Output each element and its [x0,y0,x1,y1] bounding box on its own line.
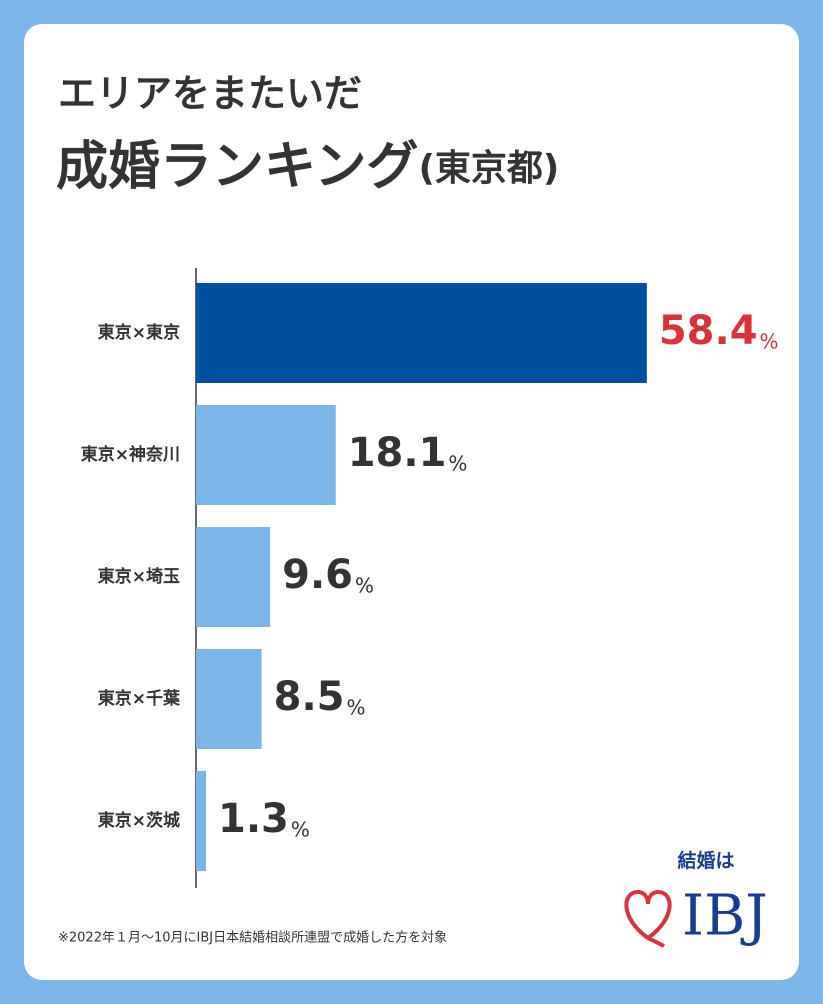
bar [196,771,207,871]
subtitle-main: 成婚ランキング [56,137,418,197]
chart-title: エリアをまたいだ [58,72,362,116]
value-unit: % [355,574,374,598]
bar [196,283,647,383]
logo-heart [624,889,672,948]
subtitle-suffix: (東京都) [418,147,559,189]
value-label: 8.5 [274,674,345,720]
bar [196,405,336,505]
category-label: 東京×東京 [98,322,180,343]
category-label: 東京×神奈川 [81,444,180,465]
category-label: 東京×埼玉 [98,566,180,587]
footnote: ※2022年１月〜10月にIBJ日本結婚相談所連盟で成婚した方を対象 [58,930,447,946]
chart-subtitle: 成婚ランキング(東京都) [56,137,559,197]
category-label: 東京×茨城 [98,810,180,831]
value-unit: % [346,696,365,720]
logo-tagline: 結婚は [677,849,734,872]
value-label: 1.3 [218,796,289,842]
value-label: 9.6 [282,552,353,598]
value-unit: % [291,818,310,842]
logo-name: IBJ [682,884,768,949]
bar [196,527,271,627]
value-unit: % [760,330,779,354]
value-unit: % [448,452,467,476]
value-label: 18.1 [348,430,447,476]
value-label: 58.4 [659,308,758,354]
bar [196,649,262,749]
category-label: 東京×千葉 [98,688,181,709]
